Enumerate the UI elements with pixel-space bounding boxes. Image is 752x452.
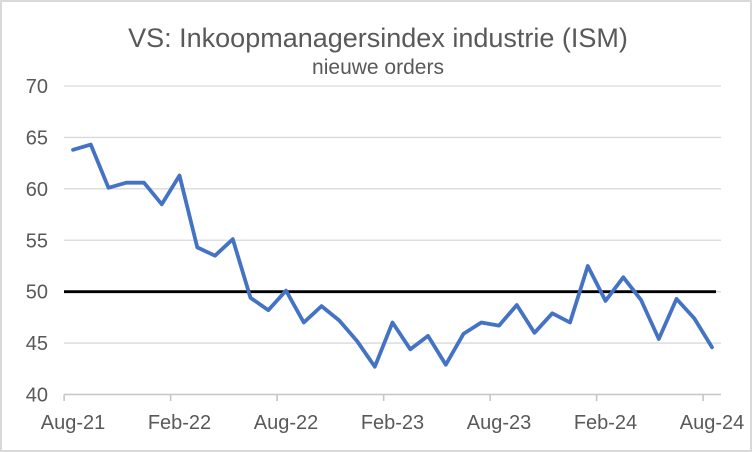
y-axis-label: 50 (26, 282, 48, 304)
x-axis-label: Feb-23 (361, 412, 424, 434)
y-axis-label: 65 (26, 127, 48, 149)
x-axis-label: Aug-24 (680, 412, 745, 434)
y-axis-label: 70 (26, 76, 48, 98)
x-axis-label: Aug-22 (254, 412, 319, 434)
chart-title: VS: Inkoopmanagersindex industrie (ISM) (128, 23, 628, 53)
x-axis-label: Aug-23 (467, 412, 532, 434)
data-line (71, 142, 714, 369)
x-axis-label: Feb-24 (574, 412, 637, 434)
x-axis-label: Feb-22 (148, 412, 211, 434)
y-axis-label: 60 (26, 179, 48, 201)
y-axis-label: 55 (26, 230, 48, 252)
y-axis-label: 45 (26, 333, 48, 355)
x-axis-label: Aug-21 (41, 412, 106, 434)
chart-subtitle: nieuwe orders (312, 56, 444, 79)
y-axis-label: 40 (26, 385, 48, 407)
